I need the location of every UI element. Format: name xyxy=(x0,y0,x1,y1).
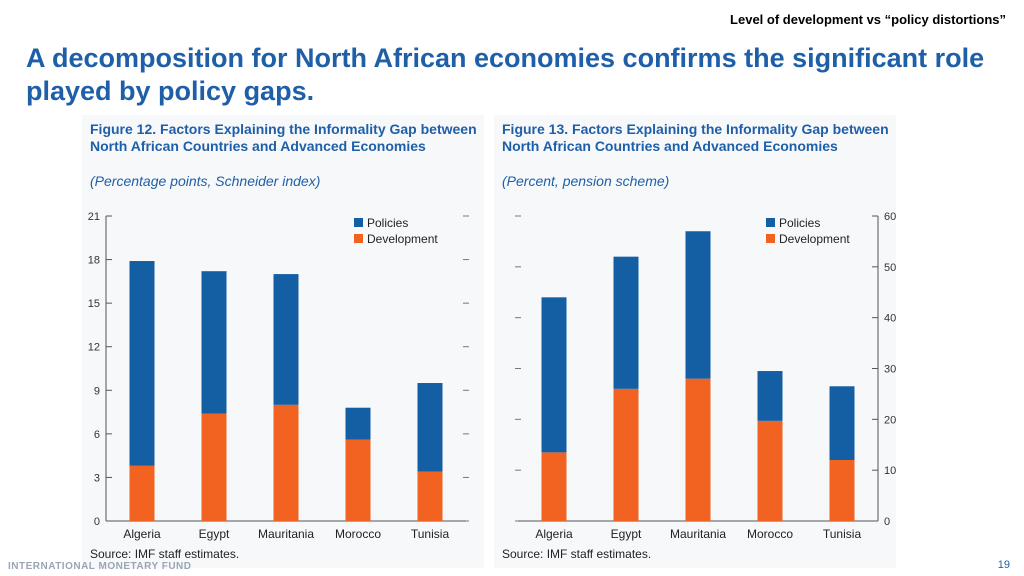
y-tick-label: 0 xyxy=(884,516,890,528)
bar-development-mauritania xyxy=(273,404,299,521)
legend-swatch-development xyxy=(766,234,775,243)
y-tick-label: 20 xyxy=(884,414,896,426)
legend-swatch-development xyxy=(354,234,363,243)
y-tick-label: 6 xyxy=(94,429,100,441)
y-tick-label: 21 xyxy=(88,211,100,223)
y-tick-label: 60 xyxy=(884,211,896,223)
figure-source: Source: IMF staff estimates. xyxy=(90,547,240,561)
figure-title: Figure 13. Factors Explaining the Inform… xyxy=(502,121,889,154)
x-tick-label: Mauritania xyxy=(670,527,726,541)
legend-swatch-policies xyxy=(354,218,363,227)
bar-development-morocco xyxy=(757,420,783,521)
bar-policies-egypt xyxy=(613,256,639,389)
y-tick-label: 15 xyxy=(88,298,100,310)
figure-12-panel: Figure 12. Factors Explaining the Inform… xyxy=(82,115,484,568)
page-number: 19 xyxy=(997,559,1010,571)
footer-organization: INTERNATIONAL MONETARY FUND xyxy=(8,561,192,572)
y-tick-label: 50 xyxy=(884,262,896,274)
bar-development-morocco xyxy=(345,439,371,521)
x-tick-label: Mauritania xyxy=(258,527,314,541)
legend-label-development: Development xyxy=(779,232,850,246)
slide-subtitle: Level of development vs “policy distorti… xyxy=(730,12,1006,27)
bar-policies-morocco xyxy=(757,371,783,421)
x-tick-label: Morocco xyxy=(747,527,793,541)
y-tick-label: 9 xyxy=(94,385,100,397)
bar-policies-mauritania xyxy=(685,231,711,379)
figure-title: Figure 12. Factors Explaining the Inform… xyxy=(90,121,477,154)
y-tick-label: 40 xyxy=(884,313,896,325)
x-tick-label: Algeria xyxy=(535,527,573,541)
legend-label-policies: Policies xyxy=(779,216,820,230)
figure-13-chart: 0 10 20 30 40 50 60 Algeria Egypt Mauritania Moroc… xyxy=(515,211,896,541)
bar-development-algeria xyxy=(129,465,155,521)
y-tick-label: 0 xyxy=(94,516,100,528)
bar-development-mauritania xyxy=(685,378,711,521)
legend-label-development: Development xyxy=(367,232,438,246)
y-tick-label: 30 xyxy=(884,364,896,376)
x-tick-label: Tunisia xyxy=(823,527,862,541)
y-tick-label: 3 xyxy=(94,472,100,484)
bar-policies-tunisia xyxy=(829,386,855,460)
x-tick-label: Tunisia xyxy=(411,527,450,541)
bar-development-tunisia xyxy=(417,471,443,521)
bar-development-algeria xyxy=(541,452,567,521)
y-tick-label: 12 xyxy=(88,342,100,354)
figure-subtitle: (Percentage points, Schneider index) xyxy=(90,173,321,189)
x-tick-label: Egypt xyxy=(199,527,230,541)
bar-development-egypt xyxy=(613,388,639,521)
figure-source: Source: IMF staff estimates. xyxy=(502,547,652,561)
legend-label-policies: Policies xyxy=(367,216,408,230)
slide-headline: A decomposition for North African econom… xyxy=(26,43,985,106)
x-tick-label: Algeria xyxy=(123,527,161,541)
x-tick-label: Egypt xyxy=(611,527,642,541)
y-tick-label: 18 xyxy=(88,255,100,267)
x-tick-label: Morocco xyxy=(335,527,381,541)
figure-13-panel: Figure 13. Factors Explaining the Inform… xyxy=(494,115,896,568)
legend-swatch-policies xyxy=(766,218,775,227)
bar-development-egypt xyxy=(201,413,227,521)
figure-12-chart: 0 3 6 9 12 15 18 21 Algeria Egypt Mauritania Morocc… xyxy=(88,211,469,541)
bar-policies-tunisia xyxy=(417,383,443,472)
y-tick-label: 10 xyxy=(884,465,896,477)
bar-policies-mauritania xyxy=(273,274,299,405)
figure-subtitle: (Percent, pension scheme) xyxy=(502,173,670,189)
bar-policies-algeria xyxy=(129,261,155,466)
bar-policies-morocco xyxy=(345,407,371,440)
bar-policies-egypt xyxy=(201,271,227,414)
bar-development-tunisia xyxy=(829,460,855,521)
bar-policies-algeria xyxy=(541,297,567,453)
